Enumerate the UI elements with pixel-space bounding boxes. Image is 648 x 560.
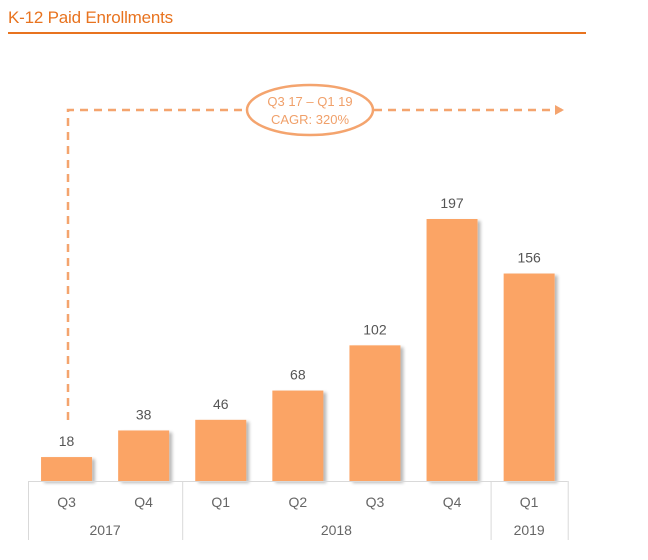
- year-group-label: 2019: [514, 522, 545, 538]
- bar-value-label: 38: [136, 406, 152, 422]
- x-tick-label: Q3: [366, 494, 385, 510]
- bar-value-label: 102: [363, 321, 387, 337]
- bar-value-label: 156: [517, 250, 541, 266]
- bar-value-label: 46: [213, 396, 229, 412]
- cagr-period-label: Q3 17 – Q1 19: [267, 94, 352, 109]
- x-tick-label: Q1: [211, 494, 230, 510]
- x-tick-label: Q1: [520, 494, 539, 510]
- cagr-ellipse: [245, 83, 375, 137]
- year-group-label: 2018: [321, 522, 352, 538]
- bars-layer: 18 38 46 68 102 197 156: [41, 195, 555, 481]
- cagr-annotation: Q3 17 – Q1 19 CAGR: 320%: [66, 83, 564, 420]
- bar-value-label: 18: [59, 433, 75, 449]
- x-tick-label: Q4: [443, 494, 462, 510]
- bar-4: [349, 345, 401, 481]
- bar-0: [41, 457, 93, 481]
- bar-6: [503, 273, 555, 481]
- bar-3: [272, 390, 324, 481]
- title-underline: [8, 32, 586, 34]
- x-tick-label: Q2: [289, 494, 308, 510]
- x-tick-label: Q4: [134, 494, 153, 510]
- chart-title: K-12 Paid Enrollments: [8, 8, 173, 27]
- bar-value-label: 197: [440, 195, 464, 211]
- cagr-rate-label: CAGR: 320%: [271, 112, 349, 127]
- bar-2: [195, 419, 247, 481]
- bar-5: [426, 219, 478, 481]
- cagr-arrow-line: [66, 105, 564, 420]
- category-axis: Q3 Q4 Q1 Q2 Q3 Q4 Q1 2017 2018 2019: [28, 481, 569, 540]
- x-tick-label: Q3: [57, 494, 76, 510]
- year-group-label: 2017: [90, 522, 121, 538]
- bar-value-label: 68: [290, 367, 306, 383]
- bar-1: [118, 430, 170, 481]
